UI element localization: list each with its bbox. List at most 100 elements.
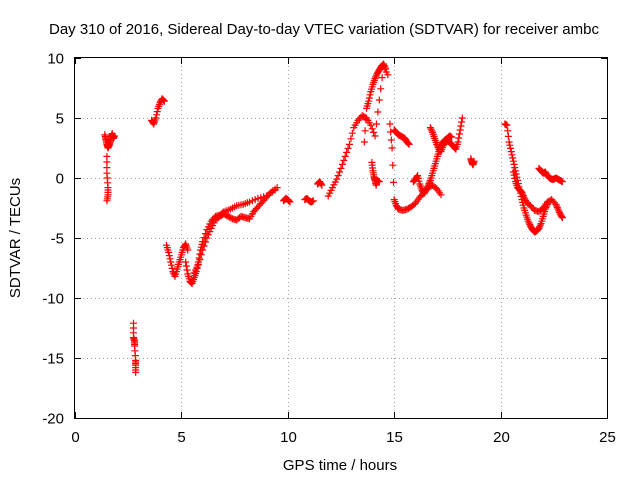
data-point [348, 129, 356, 137]
series-arc-12h [324, 62, 392, 200]
data-point [382, 65, 390, 73]
data-point [361, 127, 369, 135]
data-point [428, 127, 436, 135]
data-point [520, 193, 528, 201]
data-point [509, 168, 517, 176]
data-point [103, 197, 111, 205]
data-point [372, 73, 380, 81]
data-point [362, 116, 370, 124]
data-point [553, 204, 561, 212]
data-point [194, 260, 202, 268]
data-point [511, 164, 519, 172]
data-point [524, 217, 532, 225]
data-point [203, 234, 211, 242]
data-point [167, 261, 175, 269]
data-point [182, 258, 190, 266]
series-arc-5.6h [190, 184, 281, 277]
data-point [555, 207, 563, 215]
series-arc-15h [390, 126, 413, 148]
data-point [317, 180, 325, 188]
data-point [423, 184, 431, 192]
data-point [160, 96, 168, 104]
data-point [448, 133, 456, 141]
data-point [456, 126, 464, 134]
data-point [552, 200, 560, 208]
y-tick-label: -20 [42, 411, 64, 428]
data-point [368, 125, 376, 133]
data-point [386, 120, 394, 128]
data-point [457, 122, 465, 130]
data-point [367, 121, 375, 129]
data-point [519, 192, 527, 200]
data-point [405, 140, 413, 148]
series-arc-14.8h [386, 120, 445, 214]
data-point [165, 248, 173, 256]
data-point [196, 256, 204, 264]
data-point [380, 62, 388, 70]
data-point [365, 94, 373, 102]
data-point [508, 151, 516, 159]
data-point [427, 125, 435, 133]
series-arc-3.6h [148, 95, 168, 128]
series-arc-20.8h [509, 168, 566, 222]
series-arc-16.8h [426, 124, 456, 156]
data-point [365, 97, 373, 105]
data-point [165, 252, 173, 260]
data-point [455, 130, 463, 138]
data-point [372, 120, 380, 128]
series-arc-4.4h [163, 240, 192, 280]
data-point [387, 136, 395, 144]
data-point [370, 128, 378, 136]
data-point [511, 174, 519, 182]
data-point [510, 160, 518, 168]
x-tick-label: 15 [386, 429, 403, 446]
data-point [152, 114, 160, 122]
data-point [458, 114, 466, 122]
axis-ticks: 0 5 10 15 20 25 -20 -15 -10 -5 0 5 10 [42, 51, 616, 447]
data-point [309, 197, 317, 205]
y-tick-label: 0 [56, 171, 64, 188]
data-point [184, 246, 192, 254]
data-point [504, 127, 512, 135]
data-point [153, 108, 161, 116]
y-tick-label: -5 [51, 231, 64, 248]
series-isolated-1.5h [103, 152, 112, 205]
y-tick-label: -10 [42, 291, 64, 308]
series-arc-20.3h [501, 120, 551, 236]
data-point [521, 195, 529, 203]
data-point [388, 144, 396, 152]
grid-lines [75, 58, 607, 418]
data-point [366, 91, 374, 99]
data-point [160, 97, 168, 105]
data-point [413, 173, 421, 181]
data-point [525, 219, 533, 227]
data-point [371, 132, 379, 140]
data-point [371, 74, 379, 82]
data-point [378, 74, 386, 82]
series-arc-10h [280, 194, 294, 206]
data-point [558, 214, 566, 222]
data-point [273, 184, 281, 192]
x-tick-label: 5 [177, 429, 185, 446]
data-point [167, 258, 175, 266]
data-point [458, 118, 466, 126]
data-point [504, 132, 512, 140]
data-point [153, 111, 161, 119]
data-point [341, 152, 349, 160]
data-point [337, 164, 345, 172]
data-point [202, 238, 210, 246]
data-point [336, 168, 344, 176]
data-point [553, 202, 561, 210]
y-axis-label: SDTVAR / TECUs [7, 178, 24, 298]
data-point [360, 138, 368, 146]
data-point [503, 121, 511, 129]
y-tick-label: 5 [56, 111, 64, 128]
data-point [433, 140, 441, 148]
data-point [168, 264, 176, 272]
data-point [389, 161, 397, 169]
data-point [286, 198, 294, 206]
series-arc-18.7h [467, 155, 478, 169]
data-point [425, 180, 433, 188]
data-point [536, 221, 544, 229]
